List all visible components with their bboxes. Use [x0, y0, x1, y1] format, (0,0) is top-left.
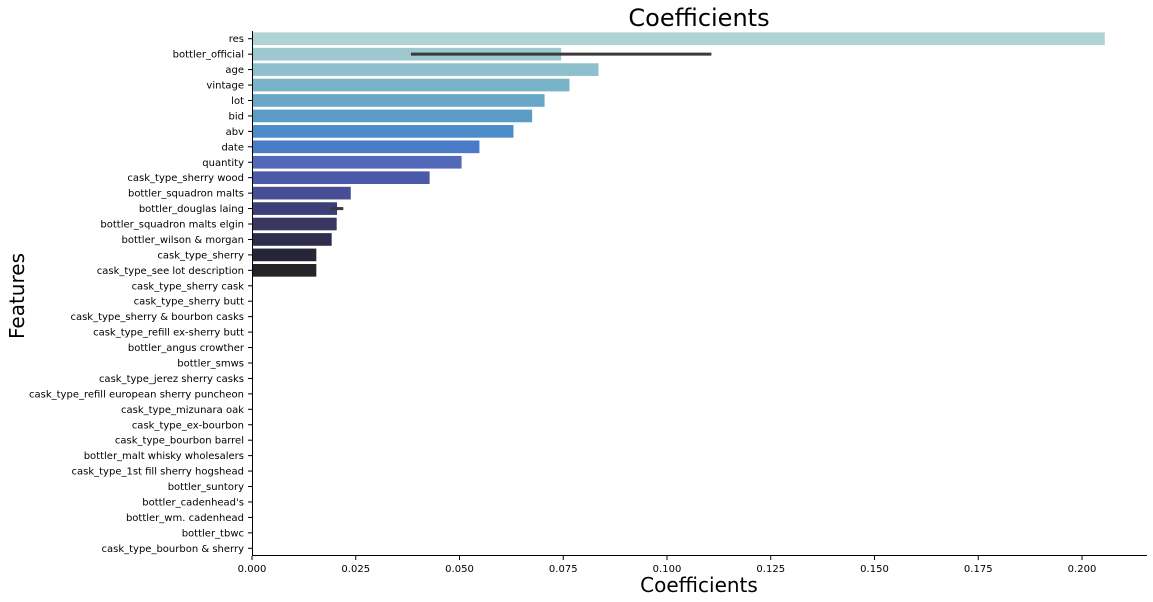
y-tick-label: cask_type_mizunara oak — [121, 405, 244, 416]
y-tick-label: cask_type_jerez sherry casks — [99, 374, 244, 385]
x-tick-label: 0.175 — [964, 564, 993, 575]
y-tick-label: bottler_squadron malts — [128, 189, 244, 200]
y-tick-label: cask_type_see lot description — [97, 266, 244, 277]
y-tick-label: bottler_malt whisky wholesalers — [84, 451, 244, 462]
y-axis-label: Features — [5, 253, 29, 339]
x-tick-label: 0.150 — [860, 564, 889, 575]
bar-age — [252, 63, 599, 76]
y-tick-label: cask_type_refill european sherry puncheo… — [29, 389, 244, 400]
y-tick-label: bottler_smws — [177, 358, 244, 369]
bar-lot — [252, 94, 545, 107]
bar-abv — [252, 125, 514, 138]
y-tick-label: bottler_squadron malts elgin — [100, 220, 244, 231]
y-tick-label: bid — [229, 111, 244, 122]
chart-title: Coefficients — [628, 4, 769, 32]
y-tick-label: cask_type_bourbon & sherry — [101, 544, 244, 555]
x-tick-label: 0.025 — [341, 564, 370, 575]
bar-quantity — [252, 155, 462, 169]
bar-bottler-squadron-malts-elgin — [252, 217, 337, 231]
y-tick-label: bottler_official — [173, 50, 244, 61]
error-bars-group — [330, 52, 712, 211]
x-tick-label: 0.100 — [653, 564, 682, 575]
y-tick-label: cask_type_sherry cask — [132, 281, 245, 292]
y-tick-label: cask_type_ex-bourbon — [132, 420, 244, 431]
x-axis-label: Coefficients — [640, 573, 758, 597]
bar-cask-type-see-lot-description — [252, 264, 317, 277]
y-tick-label: cask_type_bourbon barrel — [115, 436, 244, 447]
bar-res — [252, 32, 1105, 46]
y-tick-label: abv — [226, 127, 244, 138]
bars-group — [252, 32, 1105, 277]
y-tick-label: cask_type_refill ex-sherry butt — [93, 328, 244, 339]
y-tick-label: bottler_wm. cadenhead — [126, 513, 244, 524]
bar-bottler-official — [252, 47, 562, 61]
x-tick-label: 0.200 — [1068, 564, 1097, 575]
y-tick-label: quantity — [202, 158, 244, 169]
x-tick-label: 0.000 — [238, 564, 267, 575]
bar-bottler-douglas-laing — [252, 202, 338, 215]
bar-bottler-squadron-malts — [252, 186, 351, 200]
y-tick-label: cask_type_sherry & bourbon casks — [70, 312, 244, 323]
x-ticks: 0.000 0.025 0.050 0.075 0.100 0.125 0.150 0.175… — [238, 556, 1097, 575]
y-tick-label: bottler_angus crowther — [128, 343, 245, 354]
y-tick-label: bottler_wilson & morgan — [121, 235, 244, 246]
y-tick-label: res — [229, 34, 244, 45]
x-tick-label: 0.125 — [756, 564, 785, 575]
y-tick-label: vintage — [206, 81, 244, 92]
bar-cask-type-sherry — [252, 248, 317, 262]
bar-date — [252, 140, 480, 154]
y-tick-label: lot — [231, 96, 244, 107]
y-tick-label: date — [221, 142, 244, 153]
bar-bottler-wilson-morgan — [252, 233, 332, 246]
bar-cask-type-sherry-wood — [252, 171, 430, 185]
y-tick-label: cask_type_1st fill sherry hogshead — [72, 467, 245, 478]
y-tick-label: bottler_cadenhead's — [142, 497, 244, 508]
bar-vintage — [252, 78, 570, 92]
y-tick-label: cask_type_sherry wood — [127, 173, 244, 184]
y-tick-label: cask_type_sherry butt — [134, 297, 244, 308]
x-tick-label: 0.050 — [445, 564, 474, 575]
bar-bid — [252, 109, 533, 123]
y-tick-label: bottler_tbwc — [182, 528, 244, 539]
x-tick-label: 0.075 — [549, 564, 578, 575]
y-tick-label: cask_type_sherry — [157, 250, 244, 261]
y-tick-label: bottler_douglas laing — [139, 204, 244, 215]
y-tick-label: bottler_suntory — [168, 482, 244, 493]
y-tick-label: age — [225, 65, 244, 76]
